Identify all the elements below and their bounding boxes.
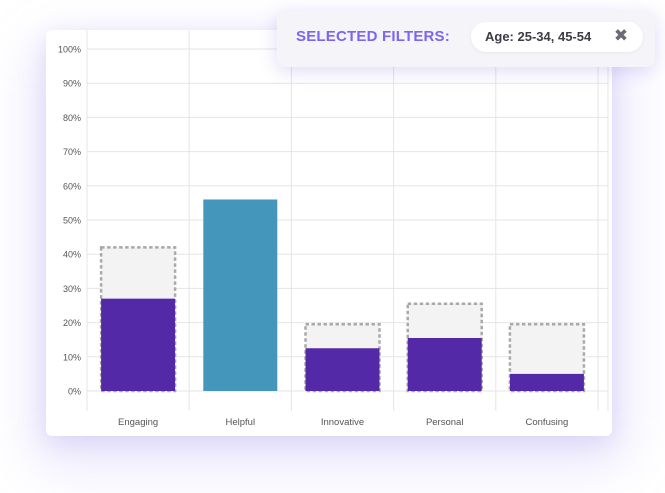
y-tick-label: 100% (58, 45, 81, 55)
y-tick-label: 10% (63, 352, 81, 362)
y-tick-label: 70% (63, 147, 81, 157)
x-tick-label: Innovative (321, 417, 364, 428)
x-tick-label: Engaging (118, 417, 158, 428)
y-tick-label: 60% (63, 181, 81, 191)
y-tick-label: 0% (68, 387, 81, 397)
bar-engaging (101, 298, 176, 391)
selected-filters-title: SELECTED FILTERS: (296, 28, 450, 45)
y-tick-label: 80% (63, 113, 81, 123)
y-tick-label: 30% (63, 284, 81, 294)
close-icon[interactable]: ✖ (613, 26, 629, 45)
y-tick-label: 50% (63, 216, 81, 226)
bar-helpful (203, 199, 278, 391)
chart-card: 0% 10% 20% 30% 40% 50% 60% 70% 80% 90% 100% Engagin… (46, 30, 612, 436)
bar-confusing (509, 373, 584, 391)
filter-chip-age[interactable]: Age: 25-34, 45-54 ✖ (471, 22, 643, 52)
y-tick-label: 20% (63, 318, 81, 328)
x-tick-label: Personal (426, 417, 464, 428)
bar-innovative (305, 348, 380, 391)
filter-chip-label: Age: 25-34, 45-54 (485, 29, 592, 44)
x-tick-label: Helpful (226, 417, 256, 428)
selected-filters-bar: SELECTED FILTERS: Age: 25-34, 45-54 ✖ (277, 11, 655, 67)
y-tick-label: 40% (63, 250, 81, 260)
y-tick-label: 90% (63, 79, 81, 89)
bar-chart: 0% 10% 20% 30% 40% 50% 60% 70% 80% 90% 100% Engagin… (58, 30, 609, 428)
x-tick-label: Confusing (526, 417, 569, 428)
bar-personal (407, 337, 482, 391)
